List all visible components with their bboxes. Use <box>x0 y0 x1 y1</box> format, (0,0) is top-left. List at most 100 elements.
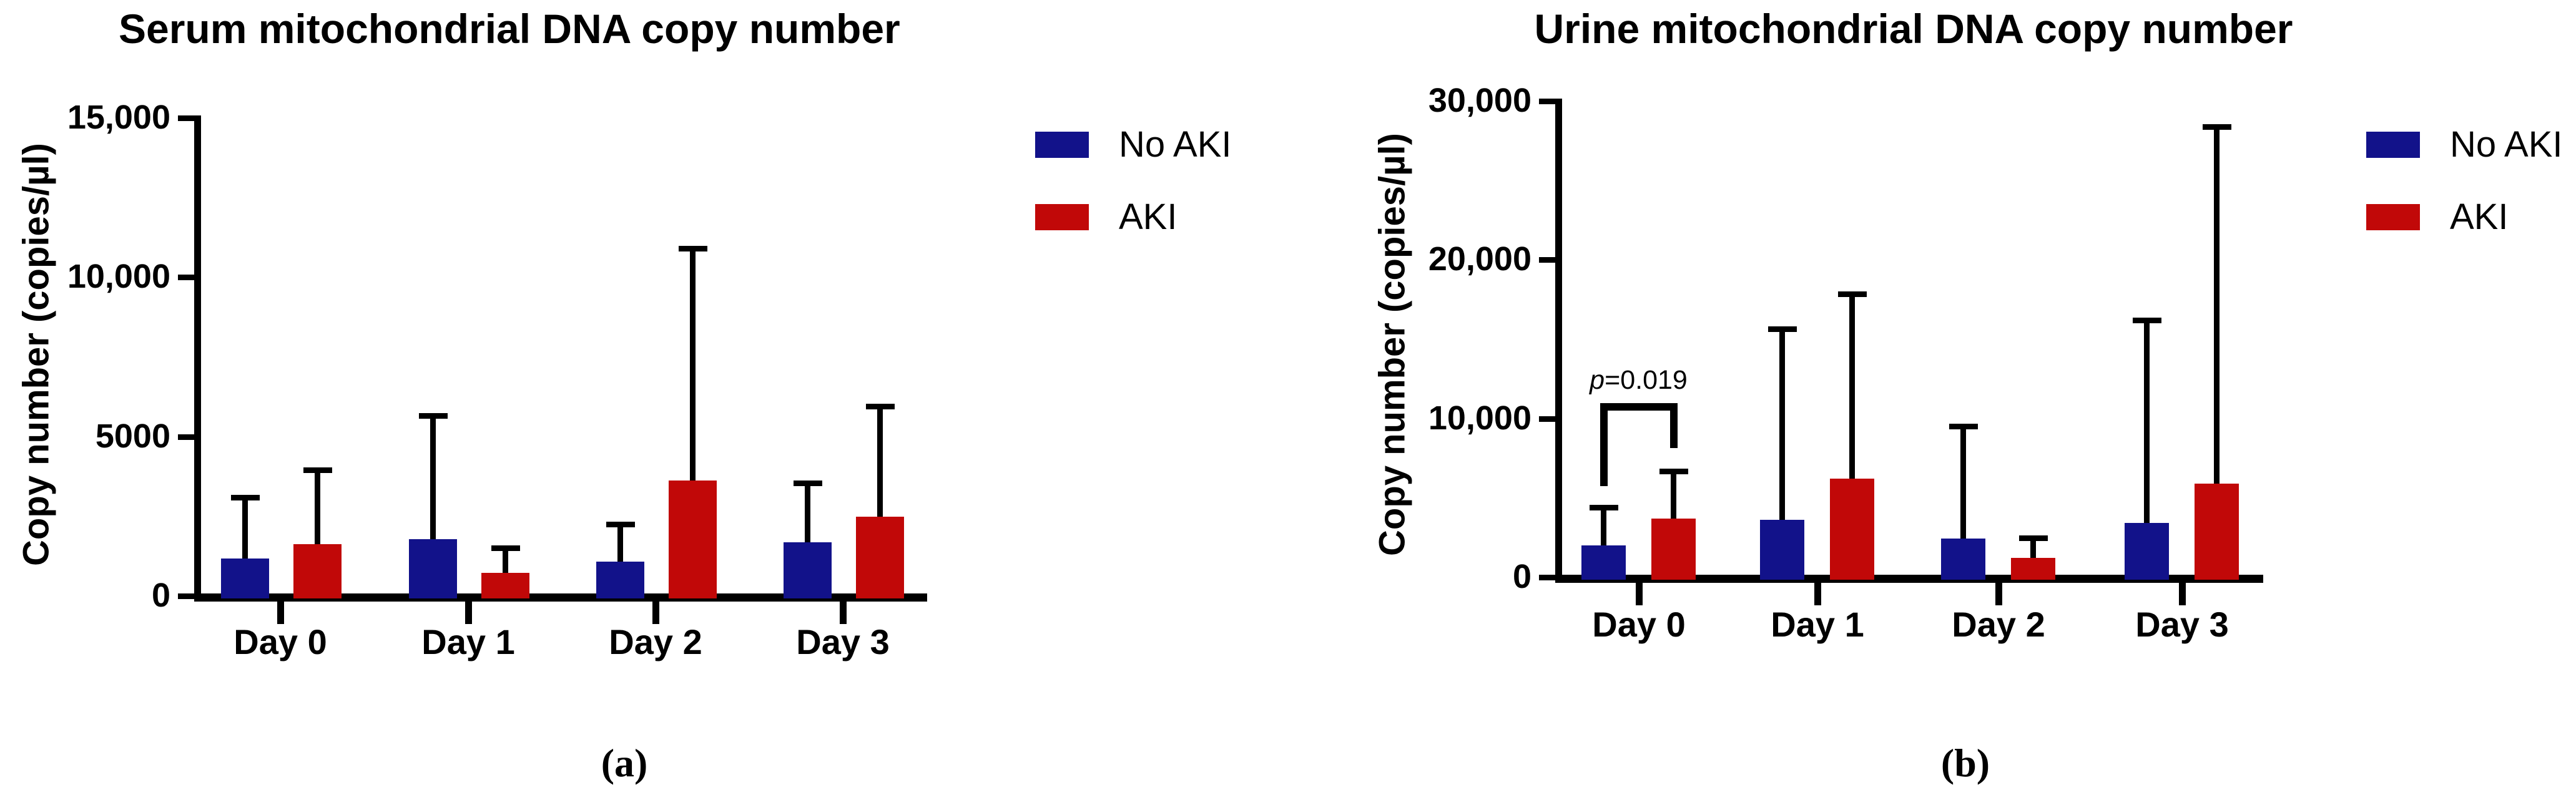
error-bar-aki-day-1 <box>1849 291 1855 481</box>
x-tick-day-1 <box>465 602 472 624</box>
y-tick-label-0: 0 <box>151 577 170 614</box>
bar-no-aki-day-0 <box>221 558 269 598</box>
x-tick-day-2 <box>652 602 659 624</box>
panel-b-legend: No AKI AKI <box>2366 127 2563 235</box>
error-bar-cap-no-aki-day-0 <box>230 494 260 500</box>
bar-no-aki-day-3 <box>2125 523 2169 580</box>
error-bar-aki-day-1 <box>503 545 508 574</box>
bar-aki-day-0 <box>293 544 342 598</box>
bar-no-aki-day-0 <box>1581 545 1626 580</box>
x-tick-day-0 <box>277 602 284 624</box>
x-tick-label-day-3: Day 3 <box>2135 605 2229 644</box>
legend-swatch-no-aki <box>1035 132 1089 158</box>
error-bar-no-aki-day-3 <box>805 480 810 544</box>
y-tick-label-10-000: 10,000 <box>1428 399 1531 437</box>
error-bar-cap-no-aki-day-2 <box>1949 424 1978 430</box>
panel-b-title: Urine mitochondrial DNA copy number <box>1534 6 2293 52</box>
error-bar-no-aki-day-1 <box>430 413 436 541</box>
x-tick-label-day-2: Day 2 <box>1952 605 2045 644</box>
y-tick-label-15-000: 15,000 <box>67 99 170 136</box>
error-bar-aki-day-3 <box>2214 124 2220 485</box>
panel-b-caption: (b) <box>1940 741 1990 785</box>
error-bar-cap-no-aki-day-1 <box>418 413 448 419</box>
legend-item-aki: AKI <box>2366 199 2563 235</box>
error-bar-aki-day-2 <box>690 246 696 482</box>
error-bar-aki-day-3 <box>877 404 883 519</box>
panel-a-legend: No AKI AKI <box>1035 127 1232 235</box>
error-bar-cap-aki-day-1 <box>1837 291 1867 297</box>
y-tick-5000 <box>178 434 194 440</box>
error-bar-aki-day-2 <box>2030 535 2036 560</box>
significance-bracket-right-leg <box>1669 403 1678 448</box>
y-tick-label-10-000: 10,000 <box>67 258 170 296</box>
bar-aki-day-2 <box>669 480 717 598</box>
x-tick-day-3 <box>839 602 847 624</box>
error-bar-aki-day-0 <box>1671 468 1676 520</box>
x-axis-panel-b <box>1555 575 2263 583</box>
error-bar-cap-aki-day-3 <box>865 404 895 410</box>
legend-label-no-aki: No AKI <box>2450 124 2563 165</box>
error-bar-cap-no-aki-day-0 <box>1589 505 1618 511</box>
error-bar-cap-aki-day-0 <box>1659 468 1688 474</box>
y-tick-15-000 <box>178 115 194 121</box>
y-tick-10-000 <box>178 275 194 281</box>
bar-aki-day-2 <box>2011 558 2055 580</box>
y-tick-label-5000: 5000 <box>95 417 170 455</box>
error-bar-cap-aki-day-2 <box>2018 535 2048 541</box>
y-axis-panel-b <box>1555 99 1562 583</box>
error-bar-no-aki-day-0 <box>1601 505 1606 547</box>
x-tick-label-day-0: Day 0 <box>1592 605 1686 644</box>
p-value-annotation: p=0.019 <box>1590 365 1688 396</box>
bar-no-aki-day-1 <box>409 539 457 598</box>
error-bar-cap-no-aki-day-3 <box>793 480 822 486</box>
legend-swatch-no-aki <box>2366 132 2420 158</box>
error-bar-cap-aki-day-1 <box>491 545 520 552</box>
x-tick-label-day-1: Day 1 <box>421 622 515 661</box>
significance-bracket-left-leg <box>1600 403 1608 486</box>
panel-a-y-axis-label: Copy number (copies/µl) <box>16 143 57 566</box>
panel-a-title: Serum mitochondrial DNA copy number <box>119 6 900 52</box>
bar-no-aki-day-3 <box>784 542 832 598</box>
error-bar-cap-no-aki-day-2 <box>606 522 635 528</box>
error-bar-cap-no-aki-day-3 <box>2132 317 2161 323</box>
error-bar-no-aki-day-2 <box>617 522 623 563</box>
bar-aki-day-3 <box>2195 483 2239 580</box>
x-tick-day-3 <box>2178 583 2186 605</box>
panel-b-y-axis-label: Copy number (copies/µl) <box>1372 133 1413 556</box>
y-axis-panel-a <box>194 115 201 602</box>
y-tick-0 <box>178 593 194 599</box>
x-tick-label-day-1: Day 1 <box>1771 605 1864 644</box>
y-tick-label-0: 0 <box>1512 558 1531 595</box>
error-bar-no-aki-day-2 <box>1960 424 1966 540</box>
error-bar-cap-aki-day-0 <box>303 467 332 474</box>
legend-swatch-aki <box>2366 204 2420 230</box>
bar-aki-day-0 <box>1651 518 1696 580</box>
error-bar-cap-no-aki-day-1 <box>1767 326 1797 332</box>
panel-a-caption: (a) <box>601 741 648 785</box>
x-tick-label-day-0: Day 0 <box>234 622 327 661</box>
x-tick-label-day-3: Day 3 <box>796 622 890 661</box>
x-tick-label-day-2: Day 2 <box>609 622 702 661</box>
error-bar-cap-aki-day-3 <box>2202 124 2231 130</box>
x-tick-day-1 <box>1814 583 1821 605</box>
y-tick-label-20-000: 20,000 <box>1428 240 1531 278</box>
error-bar-cap-aki-day-2 <box>678 246 707 252</box>
significance-bracket-top <box>1600 403 1678 411</box>
error-bar-no-aki-day-1 <box>1779 326 1785 522</box>
y-tick-0 <box>1539 575 1555 580</box>
bar-aki-day-1 <box>481 572 529 598</box>
bar-no-aki-day-2 <box>1941 538 1985 580</box>
error-bar-aki-day-0 <box>315 467 320 545</box>
y-tick-30-000 <box>1539 99 1555 104</box>
legend-label-aki: AKI <box>1119 197 1177 237</box>
legend-label-no-aki: No AKI <box>1119 124 1232 165</box>
error-bar-no-aki-day-3 <box>2144 317 2150 525</box>
bar-no-aki-day-1 <box>1760 520 1804 580</box>
legend-label-aki: AKI <box>2450 197 2509 237</box>
y-tick-10-000 <box>1539 416 1555 422</box>
y-tick-label-30-000: 30,000 <box>1428 82 1531 119</box>
bar-aki-day-1 <box>1830 479 1874 580</box>
x-tick-day-0 <box>1635 583 1643 605</box>
legend-item-no-aki: No AKI <box>2366 127 2563 163</box>
